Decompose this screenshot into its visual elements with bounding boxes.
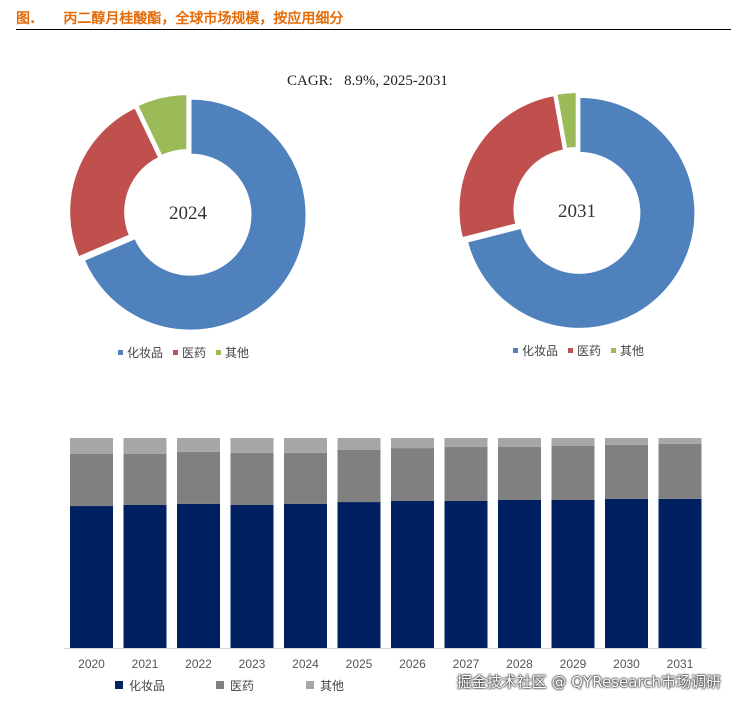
x-tick-label: 2024 <box>292 657 319 671</box>
legend-marker <box>611 348 616 353</box>
legend-label: 医药 <box>577 344 601 358</box>
bar-2021-0 <box>123 504 167 648</box>
donut-slice-2031-2 <box>555 91 578 151</box>
bar-2025-0 <box>337 502 381 648</box>
donut-slice-2024-2 <box>135 93 189 158</box>
bar-2028-2 <box>498 438 541 448</box>
bar-2025-1 <box>337 449 381 503</box>
bar-2023-2 <box>230 438 274 453</box>
x-tick-label: 2028 <box>506 657 533 671</box>
legend-label: 化妆品 <box>127 346 163 360</box>
legend-marker <box>568 348 573 353</box>
bar-2020-2 <box>70 438 113 454</box>
donut-center-label: 2031 <box>558 201 596 222</box>
bar-2031-0 <box>658 498 702 648</box>
bar-2027-1 <box>444 447 488 501</box>
bar-2023-0 <box>230 504 274 648</box>
x-tick-label: 2026 <box>399 657 426 671</box>
donut-slice-2031-0 <box>465 95 697 330</box>
bar-2025-2 <box>337 438 381 450</box>
bar-2028-1 <box>498 447 541 500</box>
donut-slice-2031-1 <box>457 94 566 240</box>
legend-label: 医药 <box>182 346 206 360</box>
bar-2030-1 <box>605 444 648 499</box>
bar-2031-2 <box>658 438 702 444</box>
bar-2028-0 <box>498 499 541 648</box>
bar-2027-0 <box>444 501 488 648</box>
x-tick-label: 2029 <box>560 657 587 671</box>
legend-label: 化妆品 <box>522 344 558 358</box>
bar-2024-2 <box>284 438 327 453</box>
bar-2020-0 <box>70 506 113 648</box>
legend-marker <box>513 348 518 353</box>
legend-marker <box>173 350 178 355</box>
legend-marker <box>118 350 123 355</box>
legend-marker <box>115 681 123 689</box>
x-tick-label: 2023 <box>239 657 266 671</box>
bar-2022-2 <box>177 438 220 452</box>
bar-2030-2 <box>605 438 648 445</box>
donut-slice-2024-0 <box>82 97 308 332</box>
legend-label: 其他 <box>225 346 249 360</box>
donut-slice-2024-1 <box>68 105 161 259</box>
title-divider <box>16 29 731 30</box>
cagr-label: CAGR: 8.9%, 2025-2031 <box>287 73 448 89</box>
legend-label: 化妆品 <box>129 679 165 693</box>
bar-2026-1 <box>391 448 434 501</box>
figure-title: 图. 丙二醇月桂酸酯，全球市场规模，按应用细分 <box>16 8 343 28</box>
x-tick-label: 2027 <box>453 657 480 671</box>
bar-2021-2 <box>123 438 167 454</box>
bar-2026-2 <box>391 438 434 449</box>
bar-2023-1 <box>230 452 274 505</box>
bar-2024-1 <box>284 452 327 504</box>
legend-label: 其他 <box>620 344 644 358</box>
bar-2021-1 <box>123 453 167 505</box>
legend-marker <box>216 350 221 355</box>
bar-2024-0 <box>284 503 327 648</box>
x-tick-label: 2030 <box>613 657 640 671</box>
x-tick-label: 2031 <box>667 657 694 671</box>
figure-label: 图. <box>16 11 36 27</box>
legend-label: 医药 <box>230 679 254 693</box>
bar-2026-0 <box>391 501 434 648</box>
bar-2029-2 <box>551 438 595 446</box>
figure-title-text: 丙二醇月桂酸酯，全球市场规模，按应用细分 <box>63 11 344 27</box>
watermark: 掘金技术社区 @ QYResearch市场调研 <box>456 673 721 691</box>
bar-2031-1 <box>658 443 702 499</box>
bar-2029-1 <box>551 445 595 500</box>
legend-marker <box>306 681 314 689</box>
bar-2022-0 <box>177 503 220 648</box>
bar-2027-2 <box>444 438 488 448</box>
x-tick-label: 2025 <box>346 657 373 671</box>
legend-marker <box>216 681 224 689</box>
bar-2030-0 <box>605 498 648 648</box>
x-tick-label: 2020 <box>78 657 105 671</box>
bar-2029-0 <box>551 499 595 648</box>
x-tick-label: 2022 <box>185 657 212 671</box>
bar-2022-1 <box>177 451 220 504</box>
donut-center-label: 2024 <box>169 203 208 224</box>
legend-label: 其他 <box>320 679 344 693</box>
x-tick-label: 2021 <box>132 657 159 671</box>
bar-2020-1 <box>70 453 113 507</box>
